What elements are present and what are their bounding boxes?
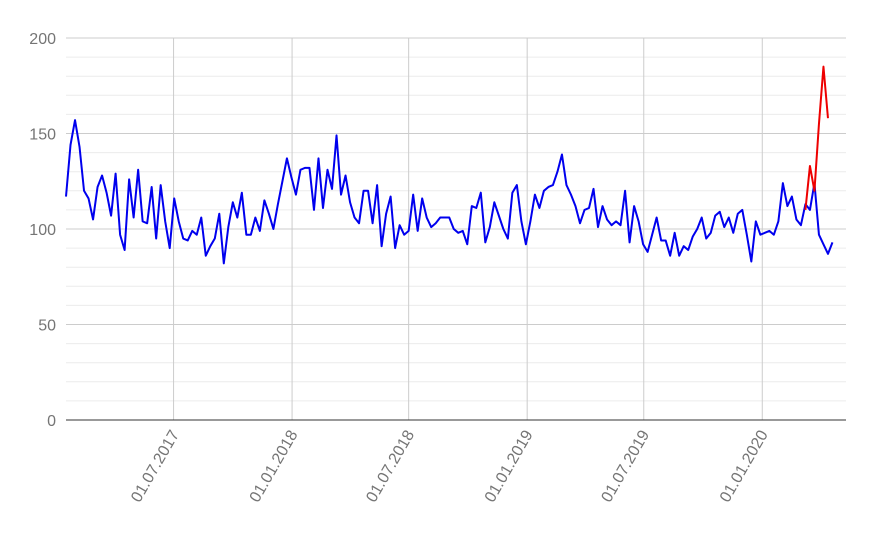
y-axis-tick-labels: 0 50 100 150 200: [29, 31, 56, 430]
y-tick-label: 150: [29, 127, 56, 144]
y-tick-label: 200: [29, 31, 56, 48]
x-tick-label: 01.01.2020: [717, 427, 772, 505]
x-tick-label: 01.07.2018: [363, 427, 418, 505]
x-tick-label: 01.01.2018: [247, 427, 302, 505]
x-tick-label: 01.07.2017: [128, 427, 183, 505]
y-tick-label: 50: [38, 318, 56, 335]
x-axis-tick-labels: 01.07.2017 01.01.2018 01.07.2018 01.01.2019…: [128, 427, 772, 505]
x-tick-label: 01.01.2019: [482, 427, 537, 505]
series-line-1: [65, 119, 834, 265]
x-tick-label: 01.07.2019: [598, 427, 653, 505]
y-tick-label: 100: [29, 222, 56, 239]
series-line-2: [804, 65, 829, 211]
y-tick-label: 0: [47, 413, 56, 430]
grid: [66, 37, 846, 421]
series-layer: [65, 65, 834, 265]
